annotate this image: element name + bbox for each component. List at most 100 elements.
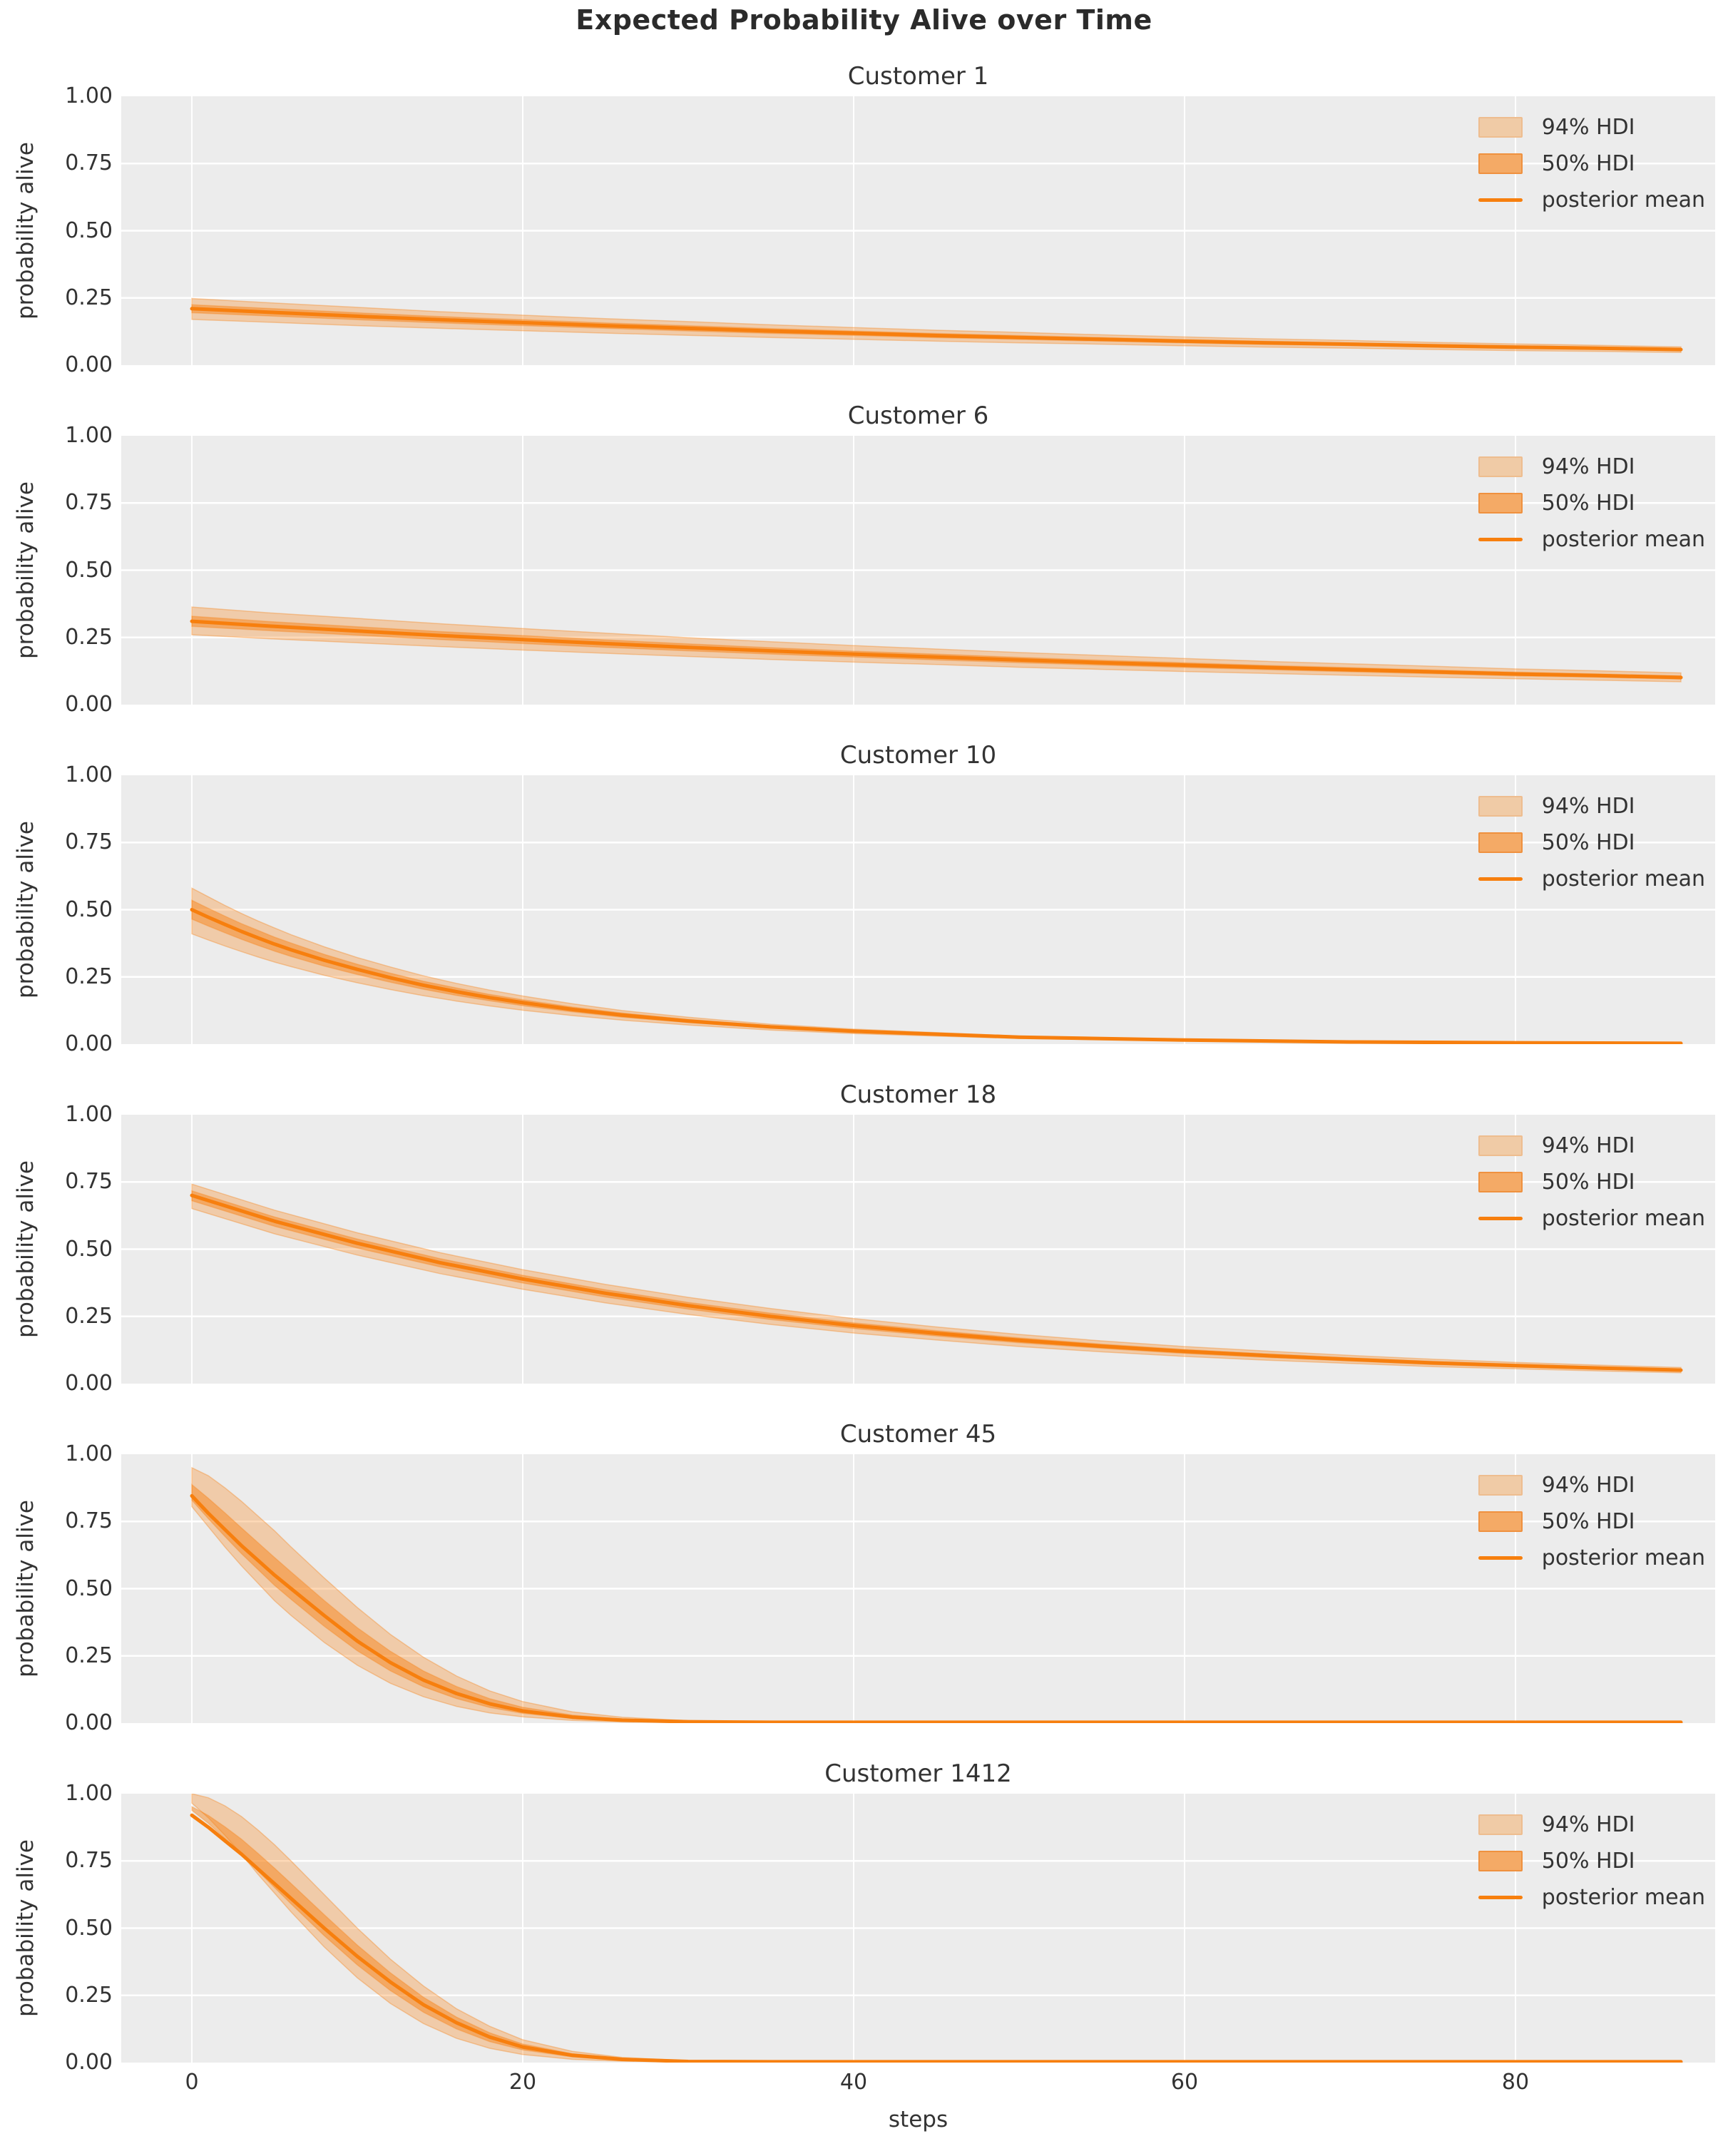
legend-entry: 50% HDI [1478,1508,1705,1535]
legend-label: 94% HDI [1541,1812,1635,1837]
posterior-mean-line [190,908,1683,1044]
figure-title: Expected Probability Alive over Time [576,4,1152,36]
legend-patch-swatch [1478,1814,1523,1835]
legend-line-swatch [1478,537,1523,541]
legend-patch-swatch [1478,832,1523,853]
legend-entry: 50% HDI [1478,1847,1705,1874]
plot-area: 94% HDI 50% HDI posterior mean [121,1794,1715,2063]
legend-label: 94% HDI [1541,793,1635,819]
posterior-mean-line [190,1493,1683,1723]
subplot-title: Customer 18 [839,1080,997,1109]
legend: 94% HDI 50% HDI posterior mean [1478,453,1705,553]
x-tick-label: 0 [185,2070,199,2095]
legend-entry: posterior mean [1478,1544,1705,1571]
y-tick-label: 1.00 [65,1102,113,1127]
legend-label: 50% HDI [1541,1508,1635,1534]
subplot-customer-6: Customer 6 probability alive 1.00 0.75 0.50 0… [0,393,1728,732]
y-tick-label: 0.25 [65,1642,113,1668]
subplot-title: Customer 45 [839,1420,997,1449]
legend-line-swatch [1478,1895,1523,1899]
y-tick-label: 0.00 [65,2050,113,2075]
legend-entry: 94% HDI [1478,1471,1705,1498]
posterior-mean-line [190,307,1683,352]
y-tick-label: 0.50 [65,1236,113,1262]
legend-label: posterior mean [1541,1884,1705,1910]
legend: 94% HDI 50% HDI posterior mean [1478,1811,1705,1911]
x-tick-label: 60 [1170,2070,1199,2095]
plot-canvas [121,1115,1715,1384]
y-tick-label: 0.00 [65,1710,113,1735]
legend-line-swatch [1478,1555,1523,1560]
plot-area: 94% HDI 50% HDI posterior mean [121,436,1715,705]
plot-canvas [121,775,1715,1044]
legend-entry: 94% HDI [1478,792,1705,819]
y-tick-label: 0.50 [65,1575,113,1601]
legend-patch-swatch [1478,1135,1523,1156]
y-tick-label: 1.00 [65,1781,113,1806]
legend-label: posterior mean [1541,1205,1705,1231]
legend: 94% HDI 50% HDI posterior mean [1478,1132,1705,1232]
legend-patch-swatch [1478,795,1523,817]
subplot-title: Customer 10 [839,741,997,770]
x-tick-label: 20 [508,2070,537,2095]
plot-area: 94% HDI 50% HDI posterior mean [121,1115,1715,1384]
y-tick-label: 0.50 [65,1915,113,1941]
legend-entry: posterior mean [1478,1884,1705,1911]
subplot-customer-1412: Customer 1412 probability alive 1.00 0.75 0.… [0,1751,1728,2090]
legend-line-swatch [1478,198,1523,202]
plot-canvas [121,436,1715,705]
legend-entry: 94% HDI [1478,113,1705,141]
y-tick-label: 1.00 [65,1441,113,1466]
legend-patch-swatch [1478,116,1523,138]
legend-patch-swatch [1478,1511,1523,1532]
y-tick-label: 1.00 [65,83,113,108]
y-tick-label: 0.50 [65,896,113,922]
plot-canvas [121,1454,1715,1723]
legend-entry: posterior mean [1478,526,1705,553]
y-tick-label: 0.25 [65,1303,113,1329]
legend-entry: 50% HDI [1478,1168,1705,1195]
legend: 94% HDI 50% HDI posterior mean [1478,113,1705,213]
legend-patch-swatch [1478,456,1523,477]
legend-entry: 94% HDI [1478,453,1705,480]
plot-area: 94% HDI 50% HDI posterior mean [121,1454,1715,1723]
legend-label: 50% HDI [1541,150,1635,176]
legend-line-swatch [1478,1216,1523,1220]
subplot-customer-45: Customer 45 probability alive 1.00 0.75 0.50… [0,1411,1728,1751]
posterior-mean-line [190,619,1683,680]
legend-label: 50% HDI [1541,490,1635,516]
y-tick-label: 0.50 [65,218,113,243]
hdi94-band [191,606,1682,683]
plot-canvas [121,1794,1715,2063]
y-tick-label: 0.25 [65,624,113,650]
y-tick-label: 0.75 [65,1508,113,1534]
subplot-title: Customer 6 [847,402,989,430]
posterior-mean-line [190,1193,1683,1372]
plot-area: 94% HDI 50% HDI posterior mean [121,775,1715,1044]
legend-line-swatch [1478,877,1523,881]
y-tick-label: 0.25 [65,285,113,310]
subplot-customer-18: Customer 18 probability alive 1.00 0.75 0.50… [0,1072,1728,1411]
legend-label: 94% HDI [1541,1472,1635,1498]
y-tick-label: 0.75 [65,1169,113,1195]
legend-entry: posterior mean [1478,186,1705,213]
y-tick-label: 0.75 [65,490,113,516]
y-tick-label: 0.00 [65,352,113,377]
legend-entry: 94% HDI [1478,1811,1705,1838]
legend-label: 94% HDI [1541,454,1635,479]
legend: 94% HDI 50% HDI posterior mean [1478,1471,1705,1571]
legend-label: posterior mean [1541,526,1705,552]
y-tick-label: 0.00 [65,1371,113,1396]
legend-entry: 94% HDI [1478,1132,1705,1159]
y-tick-label: 0.50 [65,557,113,583]
legend-label: 50% HDI [1541,1848,1635,1874]
x-axis-label: steps [888,2107,949,2132]
legend-entry: posterior mean [1478,865,1705,892]
subplot-customer-1: Customer 1 probability alive 1.00 0.75 0.50 0… [0,53,1728,393]
subplot-title: Customer 1412 [824,1759,1012,1788]
legend-label: posterior mean [1541,866,1705,891]
x-tick-label: 80 [1501,2070,1530,2095]
legend-patch-swatch [1478,153,1523,174]
legend-label: 50% HDI [1541,829,1635,855]
